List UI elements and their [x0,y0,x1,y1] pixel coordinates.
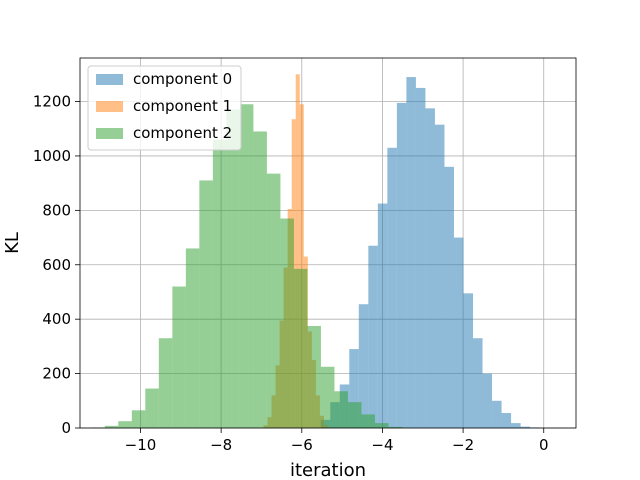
x-tick-label: −4 [371,436,393,454]
histogram-bar [473,338,483,428]
histogram-bar [368,245,378,428]
histogram-bar [388,426,402,428]
legend-swatch [96,128,123,139]
histogram-bar [334,391,348,428]
y-tick-label: 400 [42,310,71,328]
histogram-bar [266,173,281,428]
histogram-bar [520,426,531,428]
x-tick-label: −8 [210,436,232,454]
legend-box [87,65,242,151]
legend-swatch [96,74,123,85]
histogram-bar [501,413,512,428]
histogram-bar [463,293,474,428]
y-axis-ticks: 0 200 400 600 800 1000 1200 [33,93,80,437]
histogram-bar [387,147,397,428]
y-tick-label: 600 [42,256,71,274]
y-tick-label: 800 [42,201,71,219]
histogram-bars [91,74,540,429]
histogram-bar [172,286,186,428]
series-2-bars [91,104,402,429]
histogram-bar [253,131,267,429]
histogram-bar [280,218,294,428]
histogram-bar [374,423,389,428]
histogram-bar [358,304,369,428]
x-axis-label: iteration [290,460,366,480]
histogram-bar [307,325,321,428]
histogram-bar [118,421,132,428]
histogram-bar [212,139,227,428]
legend-label: component 1 [133,97,232,115]
y-tick-label: 200 [42,365,71,383]
histogram-bar [361,414,375,428]
histogram-bar [293,268,308,428]
histogram-bar [406,77,416,428]
x-tick-label: −6 [291,436,313,454]
histogram-bar [131,410,146,428]
histogram-bar [482,373,493,428]
histogram-bar [396,102,407,428]
histogram-bar [377,203,388,428]
legend: component 0 component 1 component 2 [87,65,242,151]
histogram-bar [185,248,200,428]
plot-area-frame [79,57,577,429]
legend-label: component 0 [133,70,232,88]
histogram-bar [492,400,502,428]
histogram-bar [444,166,454,428]
legend-swatch [96,101,123,112]
histogram-bar [158,338,173,428]
x-axis-ticks: −10 −8 −6 −4 −2 0 [125,428,549,454]
histogram-bar [239,104,254,428]
histogram-bar [295,74,300,428]
y-tick-label: 0 [61,419,71,437]
histogram-bar [434,124,445,428]
y-tick-label: 1000 [33,147,71,165]
histogram-bar [347,402,362,428]
histogram-bar [511,423,521,428]
histogram-bar [453,237,464,428]
y-tick-label: 1200 [33,93,71,111]
x-tick-label: −10 [125,436,157,454]
histogram-bar [425,108,435,429]
y-axis-label: KL [2,232,23,254]
x-tick-label: 0 [539,436,549,454]
histogram-bar [349,349,359,428]
series-0-bars [320,77,540,429]
histogram-bar [104,425,119,428]
histogram-bar [415,87,426,429]
histogram-bar [145,388,159,428]
histogram-bar [320,366,335,428]
histogram-bar [299,104,304,428]
legend-label: component 2 [133,124,232,142]
histogram-bar [226,109,240,429]
x-tick-label: −2 [452,436,474,454]
histogram-bar [199,180,213,428]
